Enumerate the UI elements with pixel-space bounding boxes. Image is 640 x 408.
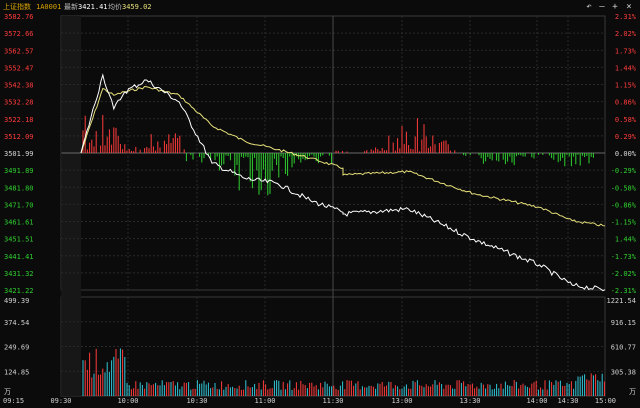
volume-tick-label-right: 万 <box>629 388 636 396</box>
momentum-bars <box>82 115 594 196</box>
price-tick-label: 3451.51 <box>4 236 34 244</box>
time-tick-label: 14:00 <box>526 397 547 405</box>
price-tick-label: 3522.18 <box>4 116 34 124</box>
pct-tick-label: 2.31% <box>615 13 637 21</box>
close-icon[interactable]: × <box>626 2 632 12</box>
pct-tick-label: -1.73% <box>611 253 637 261</box>
volume-tick-label-right: 305.38 <box>611 368 636 376</box>
pct-tick-label: 1.44% <box>615 236 637 244</box>
pct-tick-label: -0.58% <box>611 184 637 192</box>
avg-price-line <box>80 85 606 227</box>
time-tick-label: 11:30 <box>322 397 343 405</box>
pct-tick-label: 1.15% <box>615 82 637 90</box>
price-tick-label: 3461.61 <box>4 219 34 227</box>
price-line <box>80 73 606 292</box>
pct-tick-label: 0.00% <box>615 150 637 158</box>
index-code: 1A0001 <box>36 3 62 11</box>
price-tick-label: 3421.22 <box>4 287 34 295</box>
pct-tick-label: 0.86% <box>615 99 637 107</box>
volume-tick-label-right: 916.15 <box>611 319 636 327</box>
axis-labels: 3582.76 2.31% 3572.66 2.02% 3562.57 1.73% 3552… <box>3 13 637 405</box>
pct-tick-label: -2.02% <box>611 270 637 278</box>
call-auction-zone <box>61 16 81 396</box>
time-tick-label: 09:30 <box>50 397 71 405</box>
price-tick-label: 3552.47 <box>4 64 34 72</box>
price-tick-label: 3582.76 <box>4 13 34 21</box>
price-tick-label: 3441.41 <box>4 253 34 261</box>
volume-bars <box>82 348 605 396</box>
time-tick-label: 13:30 <box>459 397 480 405</box>
latest-label: 最新 <box>64 3 78 11</box>
pct-tick-label: -2.31% <box>611 287 637 295</box>
latest-price: 3421.41 <box>78 3 108 11</box>
pct-tick-label: 1.44% <box>615 64 637 72</box>
volume-tick-label-right: 610.77 <box>611 344 636 352</box>
volume-tick-label: 249.69 <box>4 344 29 352</box>
volume-tick-label: 374.54 <box>4 319 29 327</box>
price-tick-label: 3471.70 <box>4 201 34 209</box>
undo-icon[interactable]: ↶ <box>586 2 592 12</box>
price-tick-label: 3562.57 <box>4 47 34 55</box>
time-tick-label: 10:30 <box>186 397 207 405</box>
pct-tick-label: -0.86% <box>611 201 637 209</box>
volume-tick-label: 499.39 <box>4 297 29 305</box>
price-lines <box>80 73 606 292</box>
index-name: 上证指数 <box>3 3 31 11</box>
price-tick-label: 3532.28 <box>4 99 34 107</box>
chart-grid <box>60 15 606 397</box>
pct-tick-label: 1.73% <box>615 47 637 55</box>
minus-icon[interactable]: – <box>599 2 605 12</box>
volume-tick-label: 124.85 <box>4 368 29 376</box>
avg-price-label: 均价 <box>108 3 122 11</box>
price-tick-label: 3572.66 <box>4 30 34 38</box>
price-tick-label: 3501.99 <box>4 150 34 158</box>
time-tick-label: 11:00 <box>254 397 275 405</box>
volume-tick-label-right: 1221.54 <box>606 297 636 305</box>
pct-tick-label: 2.02% <box>615 30 637 38</box>
time-tick-label: 10:00 <box>117 397 138 405</box>
price-tick-label: 3542.38 <box>4 82 34 90</box>
price-tick-label: 3491.89 <box>4 167 34 175</box>
price-tick-label: 3481.80 <box>4 184 34 192</box>
pct-tick-label: -0.29% <box>611 167 637 175</box>
price-tick-label: 3512.09 <box>4 133 34 141</box>
avg-price: 3459.02 <box>122 3 152 11</box>
title-bar: 上证指数 1A0001 最新 3421.41 均价 3459.02 ↶ – + … <box>0 0 640 14</box>
time-tick-label: 14:30 <box>557 397 578 405</box>
pct-tick-label: -1.15% <box>611 219 637 227</box>
time-tick-label: 13:00 <box>391 397 412 405</box>
time-tick-label: 09:15 <box>3 397 24 405</box>
time-tick-label: 15:00 <box>595 397 616 405</box>
price-tick-label: 3431.32 <box>4 270 34 278</box>
pct-tick-label: 0.29% <box>615 133 637 141</box>
add-icon[interactable]: + <box>612 2 618 12</box>
pct-tick-label: 0.58% <box>615 116 637 124</box>
volume-tick-label: 万 <box>4 388 11 396</box>
